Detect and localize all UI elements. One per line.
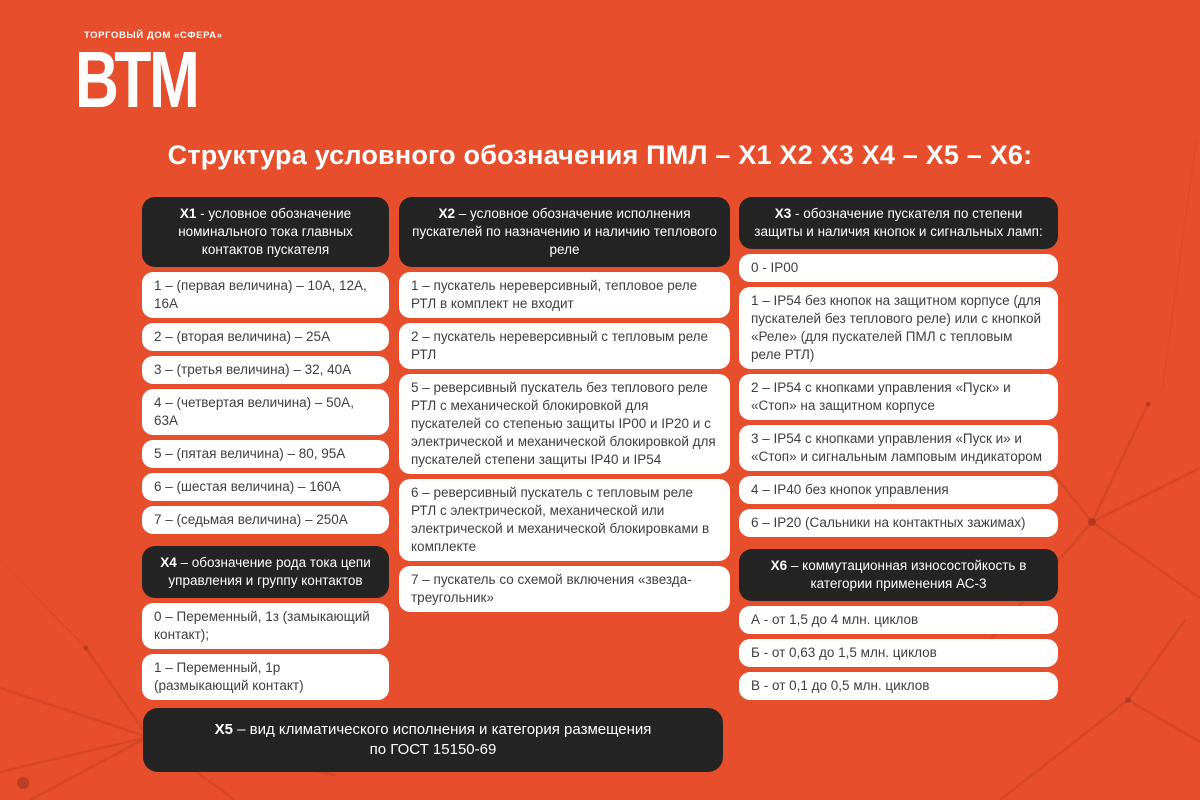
- x5-text: – вид климатического исполнения и катего…: [232, 721, 652, 758]
- x2-item-5: 5 – реверсивный пускатель без теплового …: [399, 374, 730, 474]
- x1-code: Х1: [179, 206, 197, 221]
- x4-code: Х4: [160, 555, 177, 570]
- x6-item-a: А - от 1,5 до 4 млн. циклов: [739, 606, 1058, 634]
- x1-item-6: 6 – (шестая величина) – 160А: [142, 473, 389, 501]
- x1-item-1: 1 – (первая величина) – 10А, 12А, 16А: [142, 272, 389, 318]
- brand-logo: ТОРГОВЫЙ ДОМ «СФЕРА» ВТМ: [75, 30, 236, 124]
- page-title: Структура условного обозначения ПМЛ – Х1…: [167, 140, 1033, 170]
- x1-item-4: 4 – (четвертая величина) – 50А, 63А: [142, 389, 389, 435]
- x3-item-6: 6 – IP20 (Сальники на контактных зажимах…: [739, 509, 1058, 537]
- x3-header-text: - обозначение пускателя по степени защит…: [754, 206, 1043, 239]
- x2-header-text: – условное обозначение исполнения пускат…: [412, 206, 717, 257]
- x3-code: Х3: [774, 206, 792, 221]
- x6-section-header: Х6 – коммутационная износостойкость в ка…: [739, 549, 1058, 601]
- x2-item-7: 7 – пускатель со схемой включения «звезд…: [399, 566, 730, 612]
- x6-item-v: В - от 0,1 до 0,5 млн. циклов: [739, 672, 1058, 700]
- x4-header-text: – обозначение рода тока цепи управления …: [168, 555, 371, 588]
- x4-section-header: Х4 – обозначение рода тока цепи управлен…: [142, 546, 389, 598]
- column-x1-x4: Х1 - условное обозначение номинального т…: [142, 197, 389, 700]
- x1-item-3: 3 – (третья величина) – 32, 40А: [142, 356, 389, 384]
- logo-tagline: ТОРГОВЫЙ ДОМ «СФЕРА»: [84, 30, 223, 41]
- x3-item-4: 4 – IP40 без кнопок управления: [739, 476, 1058, 504]
- x3-item-3: 3 – IP54 с кнопками управления «Пуск и» …: [739, 425, 1058, 471]
- x2-section-header: Х2 – условное обозначение исполнения пус…: [399, 197, 730, 267]
- x5-banner-text: Х5 – вид климатического исполнения и кат…: [213, 720, 653, 760]
- x2-item-2: 2 – пускатель нереверсивный с тепловым р…: [399, 323, 730, 369]
- x2-item-6: 6 – реверсивный пускатель с тепловым рел…: [399, 479, 730, 561]
- x5-section-banner: Х5 – вид климатического исполнения и кат…: [143, 708, 723, 772]
- x3-item-2: 2 – IP54 с кнопками управления «Пуск» и …: [739, 374, 1058, 420]
- column-x2: Х2 – условное обозначение исполнения пус…: [399, 197, 730, 612]
- x5-code: Х5: [214, 721, 233, 738]
- x1-section-header: Х1 - условное обозначение номинального т…: [142, 197, 389, 267]
- x1-header-text: - условное обозначение номинального тока…: [178, 206, 353, 257]
- x1-item-7: 7 – (седьмая величина) – 250А: [142, 506, 389, 534]
- x2-code: Х2: [438, 206, 455, 221]
- x6-code: Х6: [770, 558, 788, 573]
- x4-item-0: 0 – Переменный, 1з (замыкающий контакт);: [142, 603, 389, 649]
- x6-item-b: Б - от 0,63 до 1,5 млн. циклов: [739, 639, 1058, 667]
- x6-header-text: – коммутационная износостойкость в катег…: [787, 558, 1027, 591]
- x3-item-0: 0 - IP00: [739, 254, 1058, 282]
- x2-item-1: 1 – пускатель нереверсивный, тепловое ре…: [399, 272, 730, 318]
- x3-section-header: Х3 - обозначение пускателя по степени за…: [739, 197, 1058, 249]
- x4-item-1: 1 – Переменный, 1р (размыкающий контакт): [142, 654, 389, 700]
- x1-item-2: 2 – (вторая величина) – 25А: [142, 323, 389, 351]
- logo-brand-text: ВТМ: [75, 35, 200, 124]
- x1-item-5: 5 – (пятая величина) – 80, 95А: [142, 440, 389, 468]
- column-x3-x6: Х3 - обозначение пускателя по степени за…: [739, 197, 1058, 700]
- x3-item-1: 1 – IP54 без кнопок на защитном корпусе …: [739, 287, 1058, 369]
